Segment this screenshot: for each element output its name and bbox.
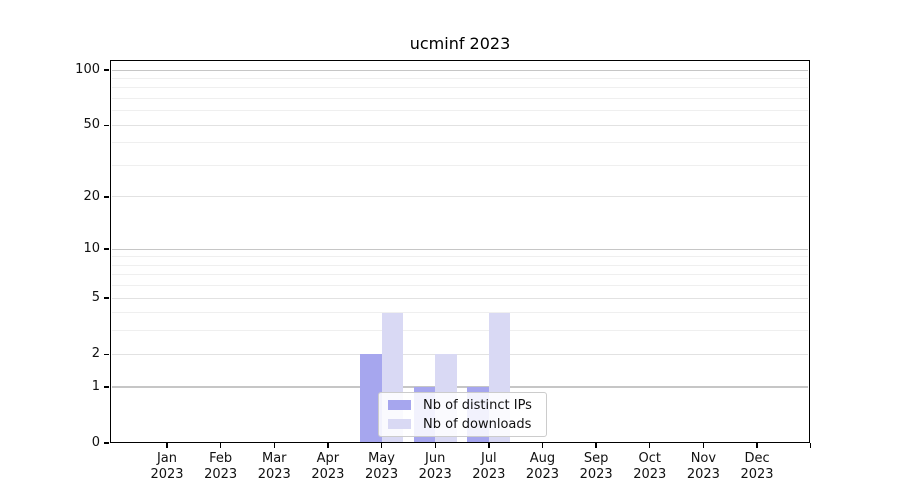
x-tick-mark	[166, 443, 168, 448]
y-tick-mark	[104, 196, 109, 198]
x-tick-label: Nov 2023	[686, 451, 720, 482]
x-tick-mark	[327, 443, 329, 448]
major-gridline	[112, 124, 808, 126]
x-tick-label: Mar 2023	[257, 451, 291, 482]
y-tick-label: 2	[91, 346, 100, 362]
y-tick-mark	[104, 248, 109, 250]
minor-gridline	[112, 274, 808, 276]
y-tick-mark	[104, 386, 109, 388]
x-tick-label: Dec 2023	[740, 451, 774, 482]
minor-gridline	[112, 285, 808, 287]
y-tick-mark	[104, 297, 109, 299]
y-tick-label: 20	[83, 188, 100, 204]
major-gridline	[112, 196, 808, 198]
x-tick-mark	[488, 443, 490, 448]
y-tick-label: 100	[75, 62, 100, 77]
x-tick-mark	[595, 443, 597, 448]
legend-item-downloads: Nb of downloads	[388, 417, 537, 432]
minor-gridline	[112, 256, 808, 258]
y-tick-mark	[104, 124, 109, 126]
x-tick-label: Jan 2023	[150, 451, 184, 482]
legend-label-distinct-ips: Nb of distinct IPs	[423, 397, 532, 413]
y-tick-label: 5	[91, 290, 100, 306]
major-gridline	[112, 297, 808, 299]
x-tick-label: Jul 2023	[472, 451, 506, 482]
x-tick-mark	[702, 443, 705, 448]
y-tick-label: 10	[83, 241, 100, 257]
minor-gridline	[112, 87, 808, 89]
x-tick-label: Sep 2023	[579, 451, 613, 482]
legend-swatch-downloads	[388, 419, 411, 429]
x-tick-mark	[434, 443, 436, 448]
x-tick-mark	[380, 443, 383, 448]
legend-item-distinct-ips: Nb of distinct IPs	[388, 398, 537, 413]
x-tick-mark	[541, 443, 544, 448]
minor-gridline	[112, 264, 808, 266]
x-tick-label: Jun 2023	[418, 451, 452, 482]
y-tick-mark	[104, 69, 109, 71]
minor-gridline	[112, 330, 808, 332]
x-tick-label: Oct 2023	[633, 451, 667, 482]
minor-gridline	[112, 164, 808, 166]
legend-swatch-distinct-ips	[388, 400, 411, 410]
y-tick-label: 50	[83, 117, 100, 133]
x-tick-label: May 2023	[365, 451, 399, 482]
y-tick-label: 1	[91, 378, 100, 394]
x-tick-mark	[649, 443, 651, 448]
x-tick-mark	[756, 443, 758, 448]
major-gridline	[112, 386, 808, 388]
legend-label-downloads: Nb of downloads	[423, 416, 532, 432]
x-tick-mark	[273, 443, 275, 448]
minor-gridline	[112, 142, 808, 144]
legend: Nb of distinct IPs Nb of downloads	[378, 392, 547, 437]
x-tick-label: Aug 2023	[525, 451, 560, 482]
minor-gridline	[112, 110, 808, 112]
minor-gridline	[112, 77, 808, 79]
y-tick-label: 0	[91, 435, 100, 450]
x-tick-label: Feb 2023	[204, 451, 238, 482]
minor-gridline	[112, 97, 808, 99]
major-gridline	[112, 248, 808, 250]
y-tick-mark	[104, 442, 109, 444]
x-tick-mark	[219, 443, 222, 448]
x-tick-mark	[809, 443, 812, 448]
chart-title: ucminf 2023	[409, 34, 511, 53]
bar-distinct-ips	[360, 354, 382, 443]
major-gridline	[112, 353, 808, 355]
major-gridline	[112, 69, 808, 71]
minor-gridline	[112, 312, 808, 314]
y-tick-mark	[104, 353, 109, 355]
x-tick-label: Apr 2023	[311, 451, 345, 482]
